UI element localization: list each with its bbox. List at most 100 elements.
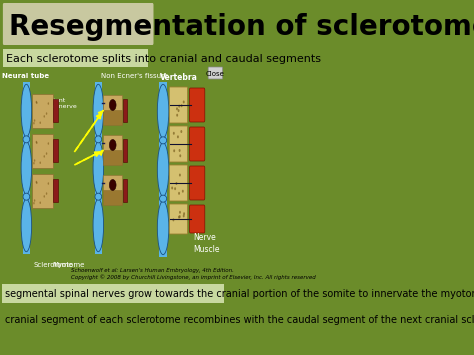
FancyBboxPatch shape — [208, 67, 223, 79]
FancyBboxPatch shape — [190, 166, 205, 200]
Ellipse shape — [36, 141, 37, 143]
Ellipse shape — [157, 201, 169, 255]
Ellipse shape — [36, 142, 37, 144]
Ellipse shape — [177, 135, 179, 138]
Ellipse shape — [178, 192, 180, 195]
FancyBboxPatch shape — [32, 174, 53, 208]
Ellipse shape — [36, 101, 37, 103]
Ellipse shape — [179, 154, 181, 157]
Text: Schoenwolf et al: Larsen's Human Embryology, 4th Edition.
Copyright © 2008 by Ch: Schoenwolf et al: Larsen's Human Embryol… — [71, 268, 316, 280]
FancyBboxPatch shape — [23, 82, 30, 254]
Text: Vertebra: Vertebra — [159, 73, 197, 82]
FancyBboxPatch shape — [103, 94, 122, 110]
Ellipse shape — [157, 143, 169, 196]
Text: Each sclerotome splits into cranial and caudal segments: Each sclerotome splits into cranial and … — [6, 54, 321, 64]
Ellipse shape — [44, 115, 45, 118]
FancyBboxPatch shape — [169, 204, 188, 234]
FancyBboxPatch shape — [159, 82, 167, 257]
Ellipse shape — [46, 152, 47, 155]
FancyBboxPatch shape — [190, 205, 205, 233]
Ellipse shape — [23, 193, 30, 200]
Ellipse shape — [178, 109, 180, 112]
Ellipse shape — [39, 121, 41, 124]
Ellipse shape — [44, 155, 45, 158]
FancyBboxPatch shape — [103, 109, 122, 125]
Ellipse shape — [183, 100, 185, 103]
Text: Neural tube: Neural tube — [2, 73, 49, 79]
FancyBboxPatch shape — [54, 98, 58, 121]
Text: Non Ecner's fissure: Non Ecner's fissure — [100, 73, 168, 79]
Ellipse shape — [109, 140, 116, 151]
FancyBboxPatch shape — [123, 98, 127, 121]
Ellipse shape — [183, 214, 185, 217]
Ellipse shape — [179, 215, 181, 218]
Ellipse shape — [109, 180, 116, 191]
Ellipse shape — [93, 199, 104, 252]
Ellipse shape — [183, 212, 185, 215]
Text: Close: Close — [206, 71, 225, 76]
Ellipse shape — [179, 211, 181, 214]
Ellipse shape — [157, 84, 169, 138]
Ellipse shape — [47, 182, 49, 185]
Text: Myotome: Myotome — [53, 262, 85, 268]
Ellipse shape — [175, 182, 177, 185]
FancyBboxPatch shape — [32, 94, 53, 128]
FancyBboxPatch shape — [169, 126, 188, 162]
Ellipse shape — [171, 186, 173, 190]
Ellipse shape — [178, 105, 180, 108]
Ellipse shape — [23, 136, 30, 143]
Ellipse shape — [173, 132, 175, 135]
FancyBboxPatch shape — [169, 165, 188, 201]
Text: cranial segment of each sclerotome recombines with the caudal segment of the nex: cranial segment of each sclerotome recom… — [5, 315, 474, 325]
Ellipse shape — [34, 119, 36, 122]
Text: segmental spinal nerves grow towards the cranial portion of the somite to innerv: segmental spinal nerves grow towards the… — [5, 289, 474, 299]
Text: Sclerotome: Sclerotome — [34, 262, 73, 268]
Ellipse shape — [39, 162, 41, 164]
FancyBboxPatch shape — [3, 3, 154, 45]
FancyBboxPatch shape — [103, 175, 122, 191]
FancyBboxPatch shape — [54, 179, 58, 202]
Ellipse shape — [109, 99, 116, 110]
Text: Muscle: Muscle — [193, 245, 219, 253]
FancyBboxPatch shape — [190, 88, 205, 122]
Text: Resegmentation of sclerotomes: Resegmentation of sclerotomes — [9, 13, 474, 41]
Ellipse shape — [33, 162, 35, 164]
FancyBboxPatch shape — [2, 284, 225, 303]
Ellipse shape — [181, 104, 182, 107]
Ellipse shape — [173, 149, 175, 152]
FancyBboxPatch shape — [54, 138, 58, 162]
Ellipse shape — [173, 218, 174, 222]
FancyBboxPatch shape — [123, 138, 127, 162]
Ellipse shape — [181, 130, 182, 133]
Ellipse shape — [47, 102, 49, 105]
FancyBboxPatch shape — [123, 179, 127, 202]
Ellipse shape — [179, 149, 181, 152]
Ellipse shape — [21, 199, 32, 252]
Ellipse shape — [36, 181, 37, 184]
Ellipse shape — [93, 142, 104, 195]
Ellipse shape — [178, 215, 180, 219]
Ellipse shape — [46, 112, 47, 115]
Ellipse shape — [34, 199, 36, 202]
Ellipse shape — [36, 102, 37, 104]
FancyBboxPatch shape — [169, 87, 188, 123]
Ellipse shape — [159, 195, 167, 202]
Ellipse shape — [39, 202, 41, 204]
Ellipse shape — [176, 114, 178, 117]
Text: Nerve: Nerve — [193, 233, 216, 241]
Ellipse shape — [159, 137, 167, 144]
Ellipse shape — [47, 142, 49, 145]
Ellipse shape — [182, 190, 184, 193]
Ellipse shape — [176, 107, 178, 110]
FancyBboxPatch shape — [103, 149, 122, 164]
FancyBboxPatch shape — [95, 82, 102, 254]
Ellipse shape — [21, 84, 32, 137]
Ellipse shape — [93, 84, 104, 137]
FancyBboxPatch shape — [103, 190, 122, 204]
Ellipse shape — [34, 159, 36, 162]
Ellipse shape — [44, 195, 45, 198]
Ellipse shape — [21, 142, 32, 195]
Ellipse shape — [95, 193, 102, 200]
FancyBboxPatch shape — [190, 127, 205, 161]
Ellipse shape — [33, 202, 35, 204]
